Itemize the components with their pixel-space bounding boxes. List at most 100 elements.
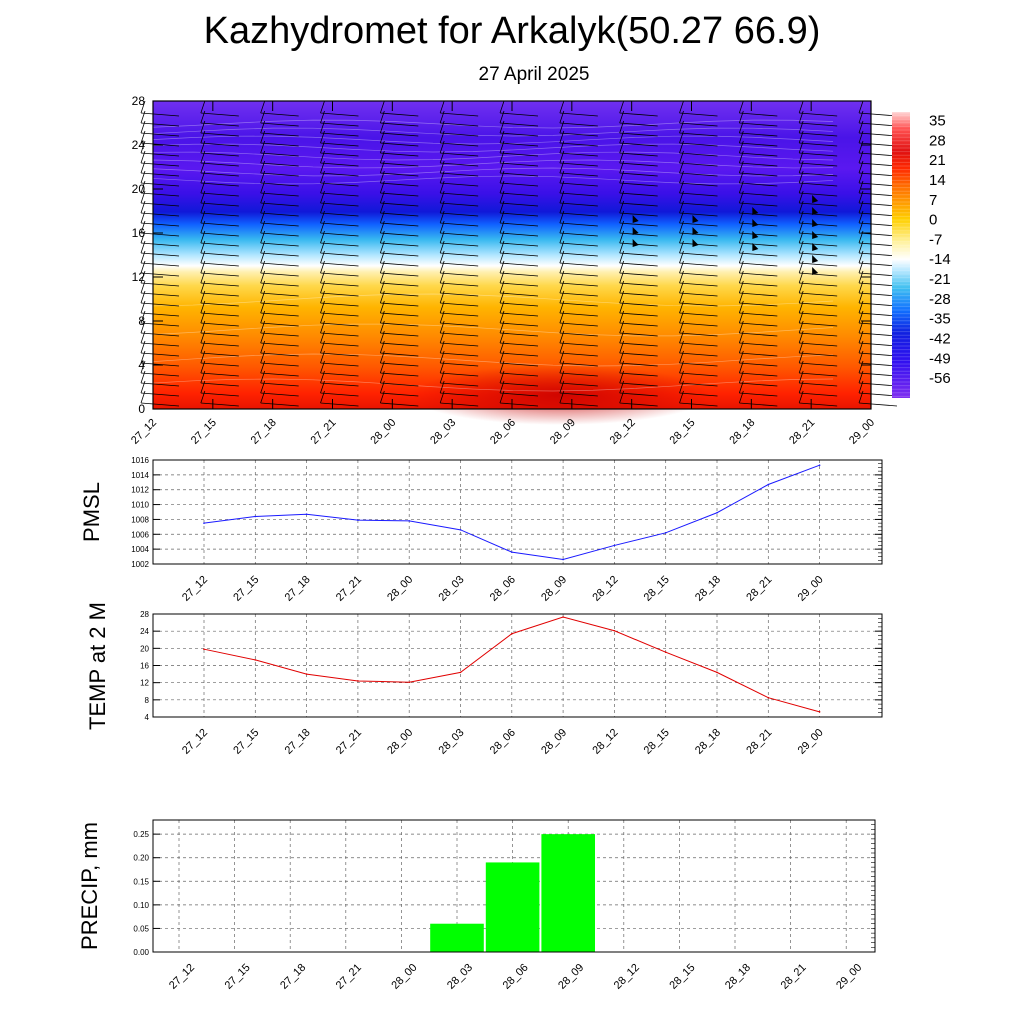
wind-barb <box>858 380 898 397</box>
data-point <box>511 551 513 553</box>
wind-barb <box>439 220 479 237</box>
wind-barb <box>320 220 359 237</box>
wind-barb <box>798 240 838 257</box>
wind-barb <box>439 260 479 277</box>
wind-pennant <box>632 215 639 223</box>
wind-barb <box>559 280 598 297</box>
wind-barb <box>140 170 180 187</box>
contour-line <box>152 167 834 177</box>
wind-barb <box>738 220 778 237</box>
wind-pennant <box>752 219 759 227</box>
wind-barb <box>499 370 539 387</box>
wind-barb <box>379 280 419 297</box>
wind-barb <box>679 350 718 367</box>
wind-barb <box>499 100 539 117</box>
wind-barb <box>499 210 539 227</box>
contour-line <box>152 143 834 153</box>
data-point <box>562 558 564 561</box>
x-tick-label: 28_21 <box>744 727 774 757</box>
wind-barb <box>858 390 898 407</box>
wind-barb <box>379 240 419 257</box>
contour-line <box>152 135 834 145</box>
wind-barb <box>140 330 180 347</box>
data-point <box>767 483 770 486</box>
colorbar: 35 28 21 14 7 0 -7 -14 -21 -28 -35 -42 -49 -56 <box>892 111 951 398</box>
wind-barb <box>559 340 598 357</box>
data-point <box>357 519 359 521</box>
wind-barb <box>559 120 598 137</box>
wind-barb <box>858 360 898 377</box>
wind-barb <box>559 230 598 247</box>
wind-barb <box>200 170 239 187</box>
contour-line <box>152 175 834 185</box>
wind-barb <box>140 360 180 377</box>
wind-barb <box>439 360 479 377</box>
y-tick-label: 0 <box>138 402 145 416</box>
wind-barb <box>439 300 479 317</box>
x-tick-label: 28_00 <box>368 417 398 447</box>
wind-barb <box>260 330 299 347</box>
wind-barb <box>679 330 718 347</box>
x-tick-label: 27_15 <box>231 574 261 604</box>
wind-barb <box>858 290 898 307</box>
wind-barb <box>320 280 359 297</box>
wind-barb <box>200 160 239 177</box>
wind-barbs <box>140 100 898 407</box>
data-point <box>767 696 770 699</box>
wind-barb <box>619 350 658 367</box>
wind-barb <box>439 340 479 357</box>
wind-barb <box>738 370 778 387</box>
x-tick-label: 27_21 <box>309 417 339 447</box>
wind-pennant <box>632 239 639 247</box>
colorbar-fill <box>892 112 910 398</box>
wind-barb <box>858 310 898 327</box>
contour-line <box>152 159 834 169</box>
wind-barb <box>499 170 539 187</box>
wind-barb <box>738 130 778 147</box>
wind-barb <box>738 140 778 157</box>
wind-barb <box>320 110 359 127</box>
wind-barb <box>200 290 239 307</box>
wind-barb <box>379 120 419 137</box>
wind-barb <box>679 190 718 207</box>
wind-barb <box>858 320 898 337</box>
wind-barb <box>140 320 180 337</box>
wind-barb <box>858 170 898 187</box>
cross-section-panel: 27_12 27_15 27_18 27_21 28_00 28_03 28_06 28_09… <box>129 94 898 447</box>
wind-barb <box>738 240 778 257</box>
x-tick-label: 29_00 <box>796 574 826 604</box>
wind-barb <box>140 220 180 237</box>
wind-barb <box>379 330 419 347</box>
wind-barb <box>140 240 180 257</box>
wind-barb <box>439 320 479 337</box>
wind-barb <box>379 210 419 227</box>
wind-barb <box>619 100 658 117</box>
wind-barb <box>499 120 539 137</box>
wind-barb <box>738 180 778 197</box>
wind-barb <box>260 100 299 117</box>
wind-barb <box>439 100 479 117</box>
wind-barb <box>738 270 778 287</box>
wind-barb <box>559 350 598 367</box>
wind-barb <box>798 380 838 397</box>
x-tick-label: 27_18 <box>283 574 313 604</box>
wind-barb <box>140 180 180 197</box>
data-point <box>818 464 821 467</box>
y-tick-label: 16 <box>132 226 146 240</box>
wind-barb <box>798 140 838 157</box>
wind-barb <box>379 340 419 357</box>
wind-barb <box>679 320 718 337</box>
y-tick-label: 1008 <box>131 515 149 524</box>
wind-barb <box>140 380 180 397</box>
wind-pennant <box>692 227 699 235</box>
x-tick-label: 28_03 <box>437 727 467 757</box>
data-point <box>613 629 616 632</box>
wind-barb <box>140 110 180 127</box>
x-tick-label: 29_00 <box>796 727 826 757</box>
wind-barb <box>679 200 718 217</box>
wind-barb <box>200 390 239 407</box>
wind-barb <box>260 180 299 197</box>
data-point <box>818 711 821 713</box>
data-point <box>203 522 205 524</box>
